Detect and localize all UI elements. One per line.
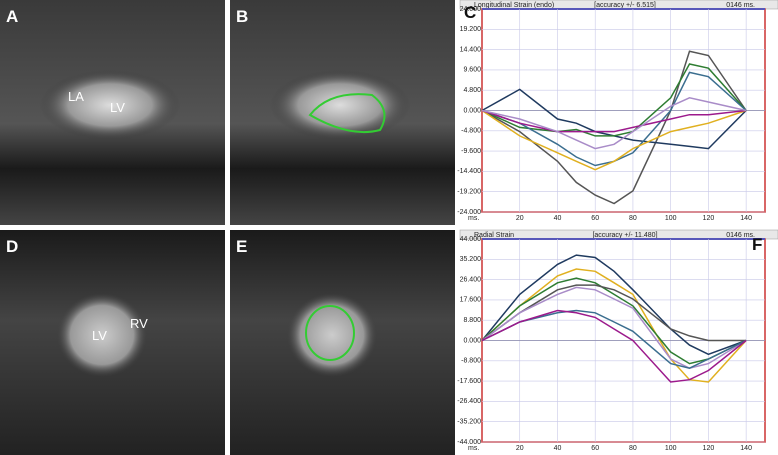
anatomy-label: RV [130,316,148,331]
x-axis-label: ms. [468,215,479,222]
y-tick-label: -9.600 [461,148,481,155]
x-tick-label: 80 [629,215,637,222]
y-tick-label: -44.000 [457,439,481,446]
y-tick-label: 0.000 [463,107,481,114]
y-tick-label: 35.200 [460,256,482,263]
series-line [481,309,747,383]
y-tick-label: -8.800 [461,358,481,365]
series-line [481,286,747,369]
x-tick-label: 140 [740,215,752,222]
y-tick-label: 0.000 [463,337,481,344]
time-label: 0146 ms. [726,232,755,239]
series-line [481,284,747,342]
x-tick-label: 60 [591,445,599,452]
y-tick-label: -35.200 [457,419,481,426]
y-tick-label: -24.000 [457,209,481,216]
x-axis-label: ms. [468,445,479,452]
y-tick-label: -19.200 [457,189,481,196]
series-line [481,109,747,171]
y-tick-label: -26.400 [457,398,481,405]
x-tick-label: 80 [629,445,637,452]
x-tick-label: 100 [665,215,677,222]
x-tick-label: 40 [554,215,562,222]
y-tick-label: 8.800 [463,317,481,324]
y-tick-label: -4.800 [461,128,481,135]
y-tick-label: 44.000 [460,236,482,243]
chart-title: Radial Strain [474,232,514,239]
x-tick-label: 20 [516,215,524,222]
time-label: 0146 ms. [726,2,755,9]
panel-label: A [6,7,18,26]
x-tick-label: 120 [703,215,715,222]
series-line [481,268,747,383]
y-tick-label: 14.400 [460,46,482,53]
annotation: [accuracy +/- 6.515] [594,2,656,9]
y-tick-label: 24.000 [460,6,482,13]
y-tick-label: -14.400 [457,168,481,175]
y-tick-label: -17.600 [457,378,481,385]
series-line [481,97,747,150]
panel-label: E [236,237,247,256]
panel-label: B [236,7,248,26]
series-line [481,254,747,356]
y-tick-label: 9.600 [463,67,481,74]
mri-panels [0,0,455,455]
annotation: [accuracy +/- 11.480] [592,232,657,239]
series-line [481,50,747,205]
series-line [481,277,747,365]
y-tick-label: 26.400 [460,276,482,283]
x-tick-label: 100 [665,445,677,452]
panel-label: C [464,3,476,22]
panel-label: D [6,237,18,256]
anatomy-label: LV [92,328,107,343]
x-tick-label: 120 [703,445,715,452]
series-line [481,109,747,133]
series-line [481,63,747,137]
charts: Longitudinal Strain (endo) [accuracy +/- … [457,0,778,455]
chart-title: Longitudinal Strain (endo) [474,2,554,9]
y-tick-label: 19.200 [460,26,482,33]
y-tick-label: 17.600 [460,297,482,304]
x-tick-label: 20 [516,445,524,452]
series-line [481,309,747,369]
anatomy-label: LV [110,100,125,115]
x-tick-label: 40 [554,445,562,452]
x-tick-label: 60 [591,215,599,222]
x-tick-label: 140 [740,445,752,452]
y-tick-label: 4.800 [463,87,481,94]
anatomy-label: LA [68,89,84,104]
panel-label: F [752,235,762,254]
